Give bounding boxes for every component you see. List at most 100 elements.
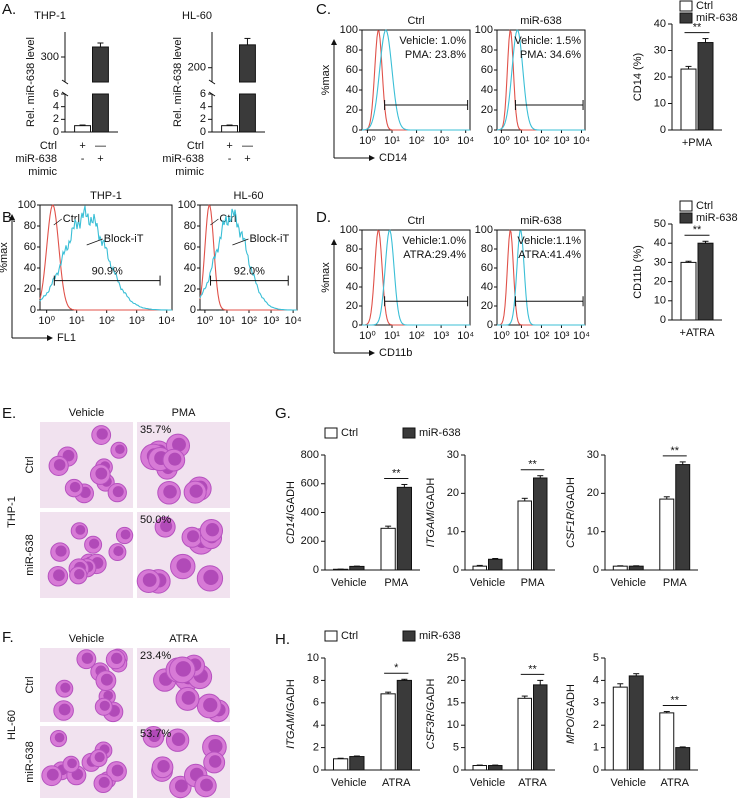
bar [697,42,714,131]
error-bar [79,124,86,126]
percent-label: 50.0% [140,514,171,526]
legend-label: Ctrl [696,0,713,12]
error-bar [244,37,251,45]
y-tick-label: 0 [53,126,59,138]
y-tick-label: 0 [593,564,599,576]
bar [628,675,644,771]
panel-label: F. [2,629,14,646]
error-bar [663,496,670,500]
plot-note: Vehicle:1.1% [517,235,581,247]
legend-swatch [324,427,338,439]
x-tick-label: Vehicle [470,777,505,789]
bar [239,44,256,83]
x-tick-label: 10⁰ [493,135,510,147]
y-tick-label: 10 [587,526,599,538]
y-tick-label: 0 [313,764,319,776]
y-tick-label: 40 [184,262,196,274]
legend-swatch [679,12,693,24]
x-tick-label: PMA [384,577,409,589]
nucleus [58,703,71,716]
nucleus [171,732,186,746]
y-tick-label: 2 [593,719,599,731]
y-tick-label: 0 [313,564,319,576]
error-bar [385,525,392,529]
y-tick-label: 20 [184,283,196,295]
significance: ** [693,21,702,33]
y-tick-label: 80 [346,243,358,255]
error-bar [226,124,233,126]
percent-label: 35.7% [140,424,171,436]
cell-line-label: THP-1 [6,496,18,528]
bar [533,684,548,771]
nucleus [163,484,177,499]
y-axis-label: MPO/GADH [565,684,577,744]
legend-swatch [679,0,693,12]
y-tick-label: 0 [200,126,206,138]
leader [86,238,103,246]
condition-label: Ctrl [187,140,204,152]
nucleus [174,779,188,793]
legend-swatch [402,630,416,642]
y-tick-label: 100 [475,224,493,236]
plot-title: THP-1 [90,190,122,202]
y-tick-label: 20 [481,104,493,116]
gate-label: 90.9% [92,266,123,278]
y-tick-label: 100 [340,224,358,236]
x-tick-label: 10³ [433,330,449,342]
plot-note: PMA: 34.6% [520,49,581,61]
y-tick-label: 0 [453,764,459,776]
error-bar [521,695,528,699]
plot-note: ATRA:29.4% [403,249,466,261]
y-tick-label: 80 [24,220,36,232]
histogram-curve [496,29,585,131]
y-axis-label: ITGAM/GADH [425,478,437,548]
y-tick-label: 4 [313,719,319,731]
column-label: Vehicle [69,633,104,645]
leader [210,218,219,226]
row-label: Ctrl [24,456,36,473]
y-tick-label: 2 [313,742,319,754]
histogram-curve [362,29,470,131]
nucleus [95,467,108,480]
y-tick-label: 0 [660,124,666,136]
arrow-head [47,335,53,341]
nucleus [98,776,110,788]
x-tick-label: 10² [534,135,550,147]
nucleus [181,690,196,705]
y-tick-label: 10 [654,295,666,307]
nucleus [53,459,66,471]
y-label-plain: /GADH [285,481,297,516]
y-tick-label: 20 [447,487,459,499]
plot-title: HL-60 [234,190,264,202]
y-tick-label: 100 [18,199,36,211]
x-tick-label: 10⁰ [38,315,55,327]
nucleus [111,764,124,777]
nucleus [203,569,219,585]
x-tick-label: 10² [534,330,550,342]
y-tick-label: 0 [660,314,666,326]
y-tick-label: 4 [593,674,599,686]
x-tick-label: PMA [663,577,688,589]
nucleus [112,486,124,498]
error-bar [679,746,686,748]
bar [380,527,396,571]
bar [221,125,239,133]
significance: ** [693,224,702,236]
error-bar [337,757,344,759]
x-tick-label: Vehicle [331,777,366,789]
y-axis-label: %max [0,242,10,273]
y-axis-label: CD14/GADH [285,481,297,544]
nucleus [176,558,192,573]
panel-label: G. [275,405,291,422]
bar [612,565,628,571]
axis-break [208,79,216,85]
y-tick-label: 20 [447,674,459,686]
nucleus [168,452,182,466]
y-tick-label: 100 [475,24,493,36]
y-tick-label: 15 [447,697,459,709]
y-tick-label: 600 [301,478,319,490]
y-tick-label: 200 [301,535,319,547]
nucleus [54,732,65,743]
legend-label: miR-638 [419,427,461,439]
nucleus [189,484,203,498]
